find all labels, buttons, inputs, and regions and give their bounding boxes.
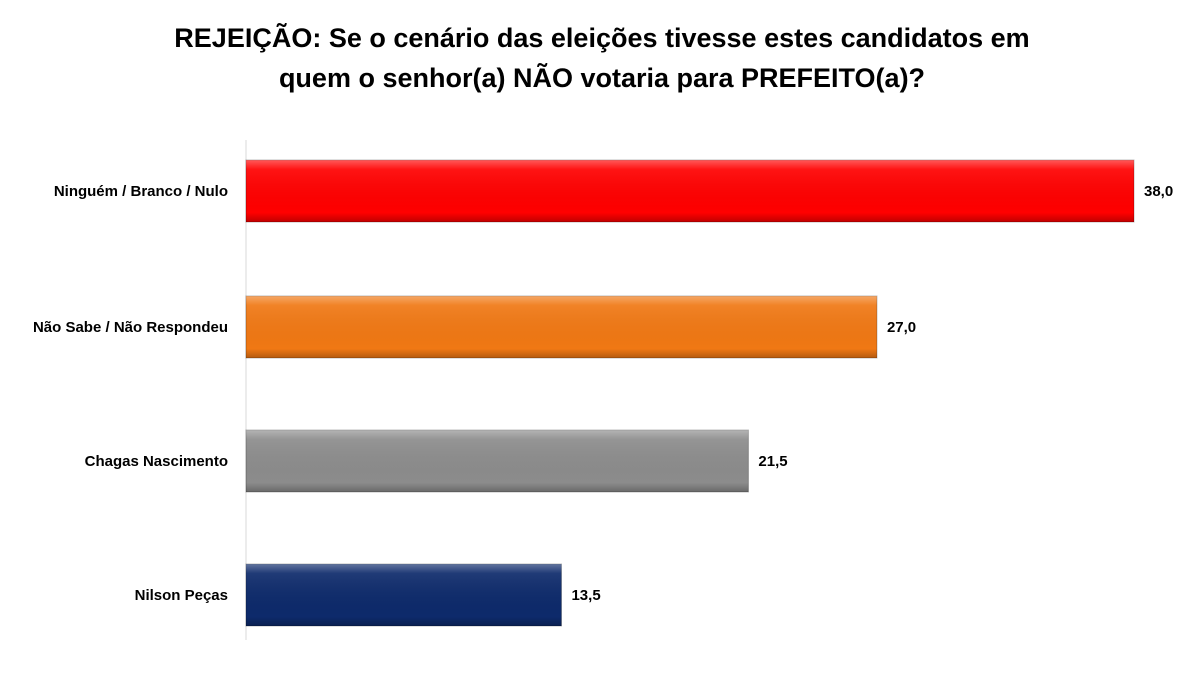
category-label-2: Chagas Nascimento <box>85 453 228 470</box>
chart-title: REJEIÇÃO: Se o cenário das eleições tive… <box>0 18 1204 98</box>
value-label-3: 13,5 <box>571 587 600 604</box>
category-label-3: Nilson Peças <box>135 587 228 604</box>
value-label-0: 38,0 <box>1144 183 1173 200</box>
chart-title-line-1: REJEIÇÃO: Se o cenário das eleições tive… <box>174 23 1030 53</box>
value-label-1: 27,0 <box>887 319 916 336</box>
value-label-2: 21,5 <box>758 453 787 470</box>
bar-shading-1 <box>246 296 877 358</box>
chart-title-line-2: quem o senhor(a) NÃO votaria para PREFEI… <box>278 63 926 93</box>
bar-shading-2 <box>246 430 749 492</box>
category-label-0: Ninguém / Branco / Nulo <box>54 183 228 200</box>
bar-shading-3 <box>246 564 562 626</box>
category-label-1: Não Sabe / Não Respondeu <box>33 319 228 336</box>
bar-shading-0 <box>246 160 1134 222</box>
